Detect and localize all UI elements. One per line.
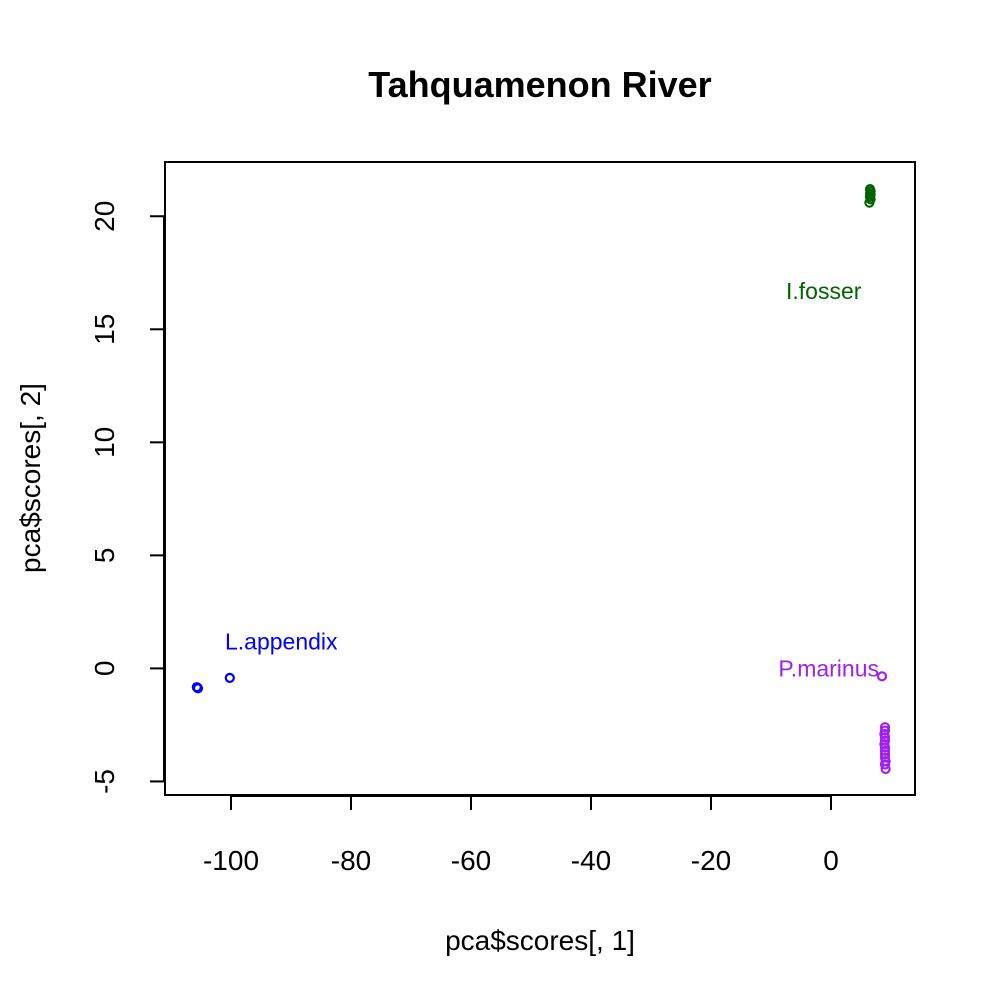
data-point <box>879 749 891 760</box>
data-point <box>879 759 891 770</box>
data-point <box>879 745 891 757</box>
data-point <box>880 763 891 775</box>
y-tick-label: 5 <box>89 548 120 564</box>
data-point <box>879 742 891 753</box>
x-tick-label: -40 <box>571 845 611 876</box>
y-axis: -5 0 5 10 15 20 <box>89 201 165 794</box>
y-tick-label: 0 <box>89 661 120 677</box>
chart-title: Tahquamenon River <box>368 64 711 105</box>
y-axis-label: pca$scores[, 2] <box>15 383 46 573</box>
annotations: L.appendix I.fosser P.marinus <box>225 278 879 682</box>
plot-area <box>164 161 916 796</box>
data-point <box>879 732 891 743</box>
y-tick-label: -5 <box>89 769 120 794</box>
y-tick-label: 20 <box>89 201 120 232</box>
data-points <box>191 184 891 775</box>
point-annotation: I.fosser <box>786 278 862 304</box>
data-point <box>224 672 235 683</box>
x-tick-label: -60 <box>451 845 491 876</box>
data-point <box>879 722 891 733</box>
x-axis-label: pca$scores[, 1] <box>445 925 635 956</box>
data-point <box>864 197 875 208</box>
x-tick-label: -20 <box>691 845 731 876</box>
x-axis: -100 -80 -60 -40 -20 0 <box>203 795 839 876</box>
y-tick-label: 15 <box>89 314 120 345</box>
data-point <box>191 682 202 693</box>
data-point <box>876 671 888 682</box>
x-tick-label: 0 <box>823 845 839 876</box>
y-tick-label: 10 <box>89 427 120 458</box>
point-annotation: P.marinus <box>778 655 879 681</box>
x-tick-label: -80 <box>331 845 371 876</box>
point-annotation: L.appendix <box>225 628 338 654</box>
x-tick-label: -100 <box>203 845 259 876</box>
